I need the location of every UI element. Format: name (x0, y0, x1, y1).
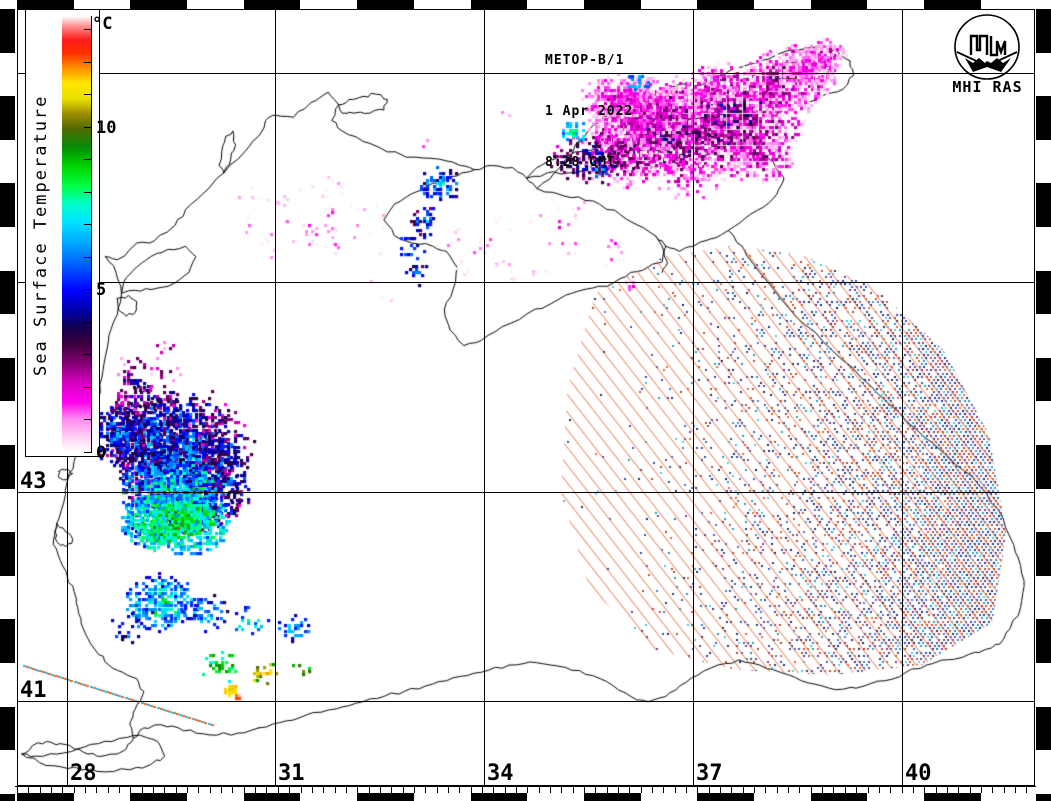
colorbar-tick-13 (84, 29, 92, 30)
gridline-lon-40 (902, 10, 903, 785)
gridline-lon-34 (484, 10, 485, 785)
colorbar-title: Sea Surface Temperature (31, 94, 51, 376)
lat-label-43: 43 (20, 469, 47, 494)
colorbar-tick-3 (84, 354, 92, 356)
colorbar-tick-2 (84, 386, 92, 388)
ruler-top (0, 0, 1051, 9)
logo-caption: MHI RAS (952, 78, 1023, 96)
lon-label-40: 40 (905, 761, 932, 786)
colorbar-tick-9 (84, 159, 92, 161)
lon-label-31: 31 (278, 761, 305, 786)
lon-label-34: 34 (487, 761, 514, 786)
colorbar-tick-4 (84, 321, 92, 323)
colorbar-tick-11 (84, 94, 92, 96)
gridline-lon-37 (693, 10, 694, 785)
colorbar-gradient (62, 16, 91, 452)
colorbar-tick-12 (84, 61, 92, 63)
colorbar-tick-7 (84, 224, 92, 226)
satellite-name: METOP-B/1 (545, 53, 625, 68)
colorbar-tick-1 (84, 419, 92, 421)
ruler-left (0, 0, 15, 801)
colorbar-unit-label: °C (92, 14, 113, 34)
colorbar-ticklabel-5: 5 (96, 280, 107, 301)
sst-data-canvas (18, 10, 1034, 785)
mhi-ras-logo-icon (935, 10, 1040, 98)
colorbar-panel: Sea Surface Temperature °C 0 5 10 (25, 9, 116, 463)
gridline-lat-43 (18, 492, 1034, 493)
map-plot-area (17, 9, 1035, 786)
colorbar-tick-10 (84, 126, 92, 128)
colorbar-ticklabel-0: 0 (96, 443, 107, 463)
ruler-bottom (0, 786, 1051, 801)
gridline-lat-47 (18, 73, 1034, 74)
ruler-right (1036, 0, 1051, 801)
colorbar-tick-8 (84, 191, 92, 193)
colorbar-ticklabel-10: 10 (96, 117, 117, 138)
gridline-lon-31 (275, 10, 276, 785)
acquisition-time: 8:28 GMT (545, 155, 616, 170)
colorbar-tick-0 (84, 452, 92, 453)
lat-label-41: 41 (20, 678, 47, 703)
lon-label-37: 37 (696, 761, 723, 786)
acquisition-date: 1 Apr 2022 (545, 104, 634, 119)
gridline-lat-41 (18, 701, 1034, 702)
header-info: METOP-B/1 1 Apr 2022 8:28 GMT (545, 18, 633, 205)
lon-label-28: 28 (70, 761, 97, 786)
colorbar-tick-5 (84, 289, 92, 291)
gridline-lat-45 (18, 282, 1034, 283)
colorbar-axis (91, 16, 92, 452)
colorbar-tick-6 (84, 256, 92, 258)
